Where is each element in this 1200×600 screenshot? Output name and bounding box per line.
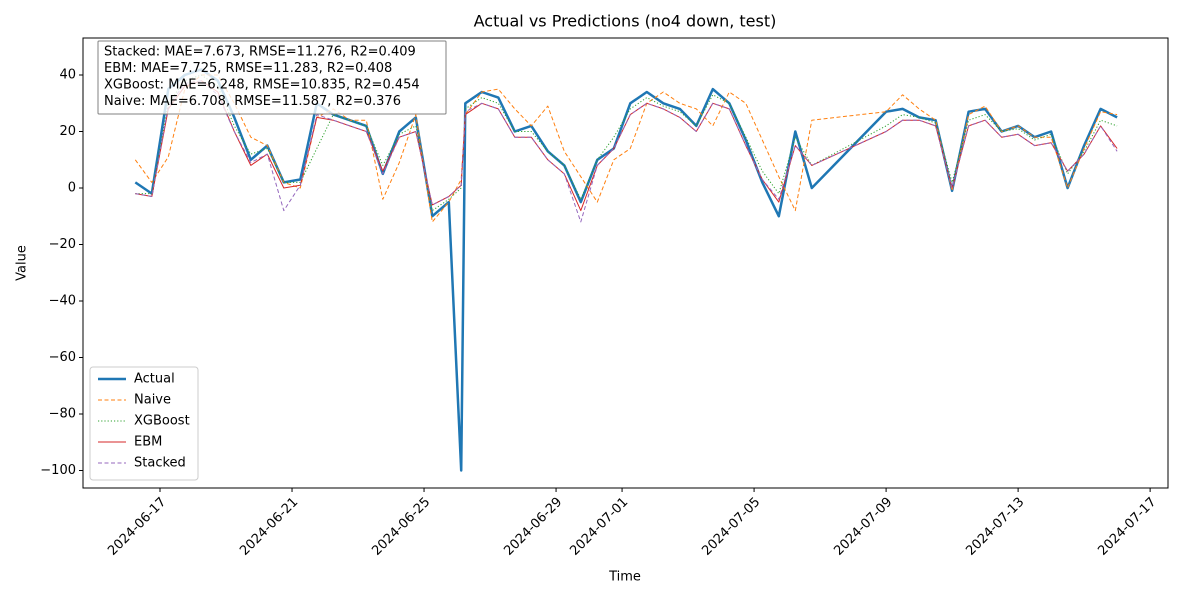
- x-axis-label: Time: [608, 570, 641, 585]
- plot-frame: [82, 37, 1169, 489]
- y-tick-label: −80: [49, 406, 76, 421]
- annotation-text: XGBoost: MAE=6.248, RMSE=10.835, R2=0.45…: [104, 78, 420, 93]
- legend-label: EBM: [134, 435, 162, 450]
- annotation-text: Stacked: MAE=7.673, RMSE=11.276, R2=0.40…: [104, 45, 416, 60]
- legend-label: Stacked: [134, 456, 186, 471]
- annotation-box: [97, 40, 447, 115]
- y-axis-label: Value: [15, 245, 30, 281]
- legend-label: Naive: [134, 393, 171, 408]
- y-tick-label: 0: [68, 181, 76, 196]
- y-tick-label: −60: [49, 350, 76, 365]
- legend-label: XGBoost: [134, 414, 190, 429]
- y-tick-label: −100: [40, 463, 76, 478]
- y-tick-label: 40: [59, 68, 76, 83]
- y-tick-label: −20: [49, 237, 76, 252]
- legend-label: Actual: [134, 372, 175, 387]
- series-line: [135, 80, 1118, 223]
- legend-box: [89, 366, 199, 481]
- y-tick-label: −40: [49, 293, 76, 308]
- y-tick-label: 20: [59, 124, 76, 139]
- annotation-text: Naive: MAE=6.708, RMSE=11.587, R2=0.376: [104, 94, 401, 109]
- annotation-text: EBM: MAE=7.725, RMSE=11.283, R2=0.408: [104, 61, 392, 76]
- chart-title: Actual vs Predictions (no4 down, test): [474, 12, 777, 31]
